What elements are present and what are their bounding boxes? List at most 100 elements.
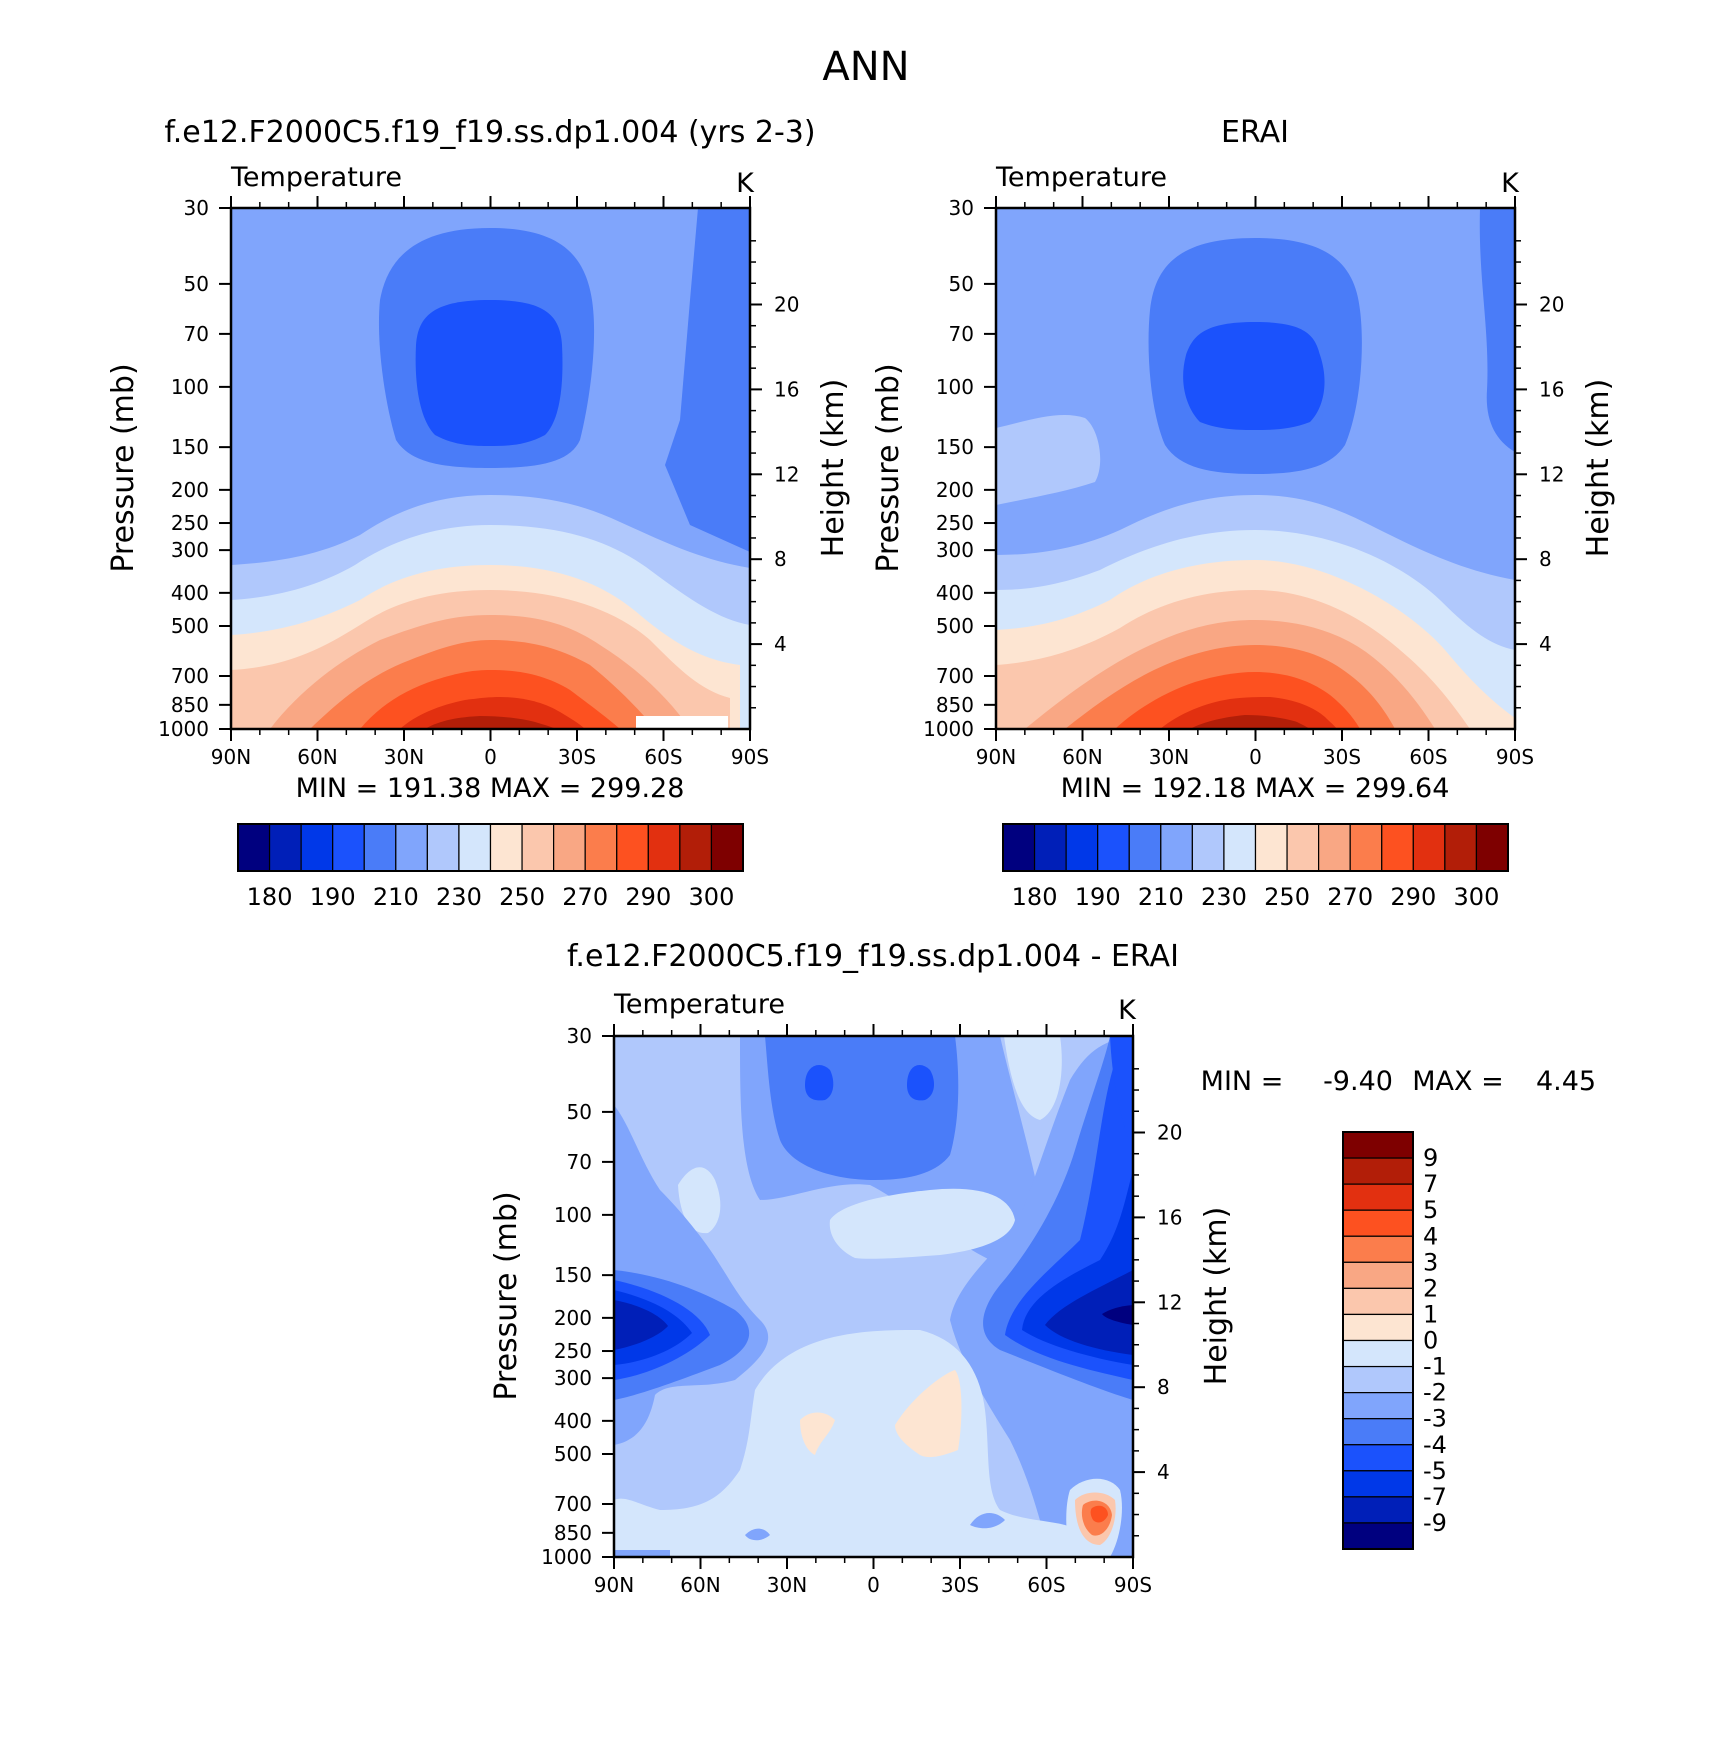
y2-axis-label: Height (km): [1581, 379, 1616, 558]
colorbar-swatch: [1318, 823, 1351, 872]
y2-tick-label: 16: [1157, 1205, 1182, 1229]
colorbar-swatch: [332, 823, 365, 872]
colorbar-label: 290: [625, 883, 671, 911]
units-label: K: [736, 168, 755, 199]
y2-tick-label: 12: [774, 462, 799, 486]
x-tick-label: 90S: [1496, 745, 1534, 769]
y-tick-label: 50: [949, 272, 974, 296]
colorbar-swatch: [1349, 823, 1383, 872]
contour-band: [1183, 322, 1325, 430]
y-tick-label: 50: [184, 272, 209, 296]
colorbar-label: -5: [1423, 1457, 1447, 1485]
colorbar-swatch: [1033, 823, 1067, 872]
max-value: 4.45: [1536, 1066, 1596, 1097]
colorbar-label: 1: [1423, 1300, 1438, 1328]
y-tick-label: 500: [171, 614, 209, 638]
contour-band: [425, 716, 556, 729]
x-tick-label: 60S: [1409, 745, 1447, 769]
x-tick-label: 90N: [976, 745, 1016, 769]
contour-band: [800, 1412, 835, 1455]
colorbar-frame: [1342, 1131, 1414, 1550]
contour-field: [231, 208, 750, 729]
contour-field: [614, 1036, 1133, 1557]
panel-obs: ERAI Temperature K Pressure (mb) Height …: [871, 115, 1616, 911]
y-tick-label: 850: [171, 693, 209, 717]
colorbar-swatch: [1342, 1418, 1414, 1446]
colorbar-label: 180: [1012, 883, 1058, 911]
colorbar-swatch: [1381, 823, 1414, 872]
colorbar-swatch: [1160, 823, 1193, 872]
colorbar-label: -4: [1423, 1431, 1447, 1459]
y-tick-label: 700: [936, 664, 974, 688]
contour-band: [805, 1065, 834, 1101]
y-tick-label: 70: [949, 322, 974, 346]
variable-label: Temperature: [230, 162, 402, 193]
x-tick-label: 0: [1249, 745, 1262, 769]
figure-title: ANN: [822, 44, 909, 90]
y-tick-label: 850: [554, 1521, 592, 1545]
y2-tick-label: 12: [1539, 462, 1564, 486]
colorbar-swatch: [426, 823, 460, 872]
y-tick-label: 1000: [158, 717, 209, 741]
contour-band: [1090, 1505, 1108, 1523]
y2-tick-label: 8: [1157, 1375, 1170, 1399]
colorbar-label: 270: [562, 883, 608, 911]
y-axis-label: Pressure (mb): [489, 1191, 524, 1400]
x-tick-label: 90N: [594, 1573, 634, 1597]
contour-band: [970, 1513, 1005, 1529]
colorbar-swatch: [1342, 1183, 1414, 1211]
y-tick-label: 30: [184, 196, 209, 220]
contour-band: [1004, 1036, 1062, 1120]
colorbar-swatch: [489, 823, 523, 872]
y-tick-label: 30: [567, 1024, 592, 1048]
x-tick-label: 60S: [1027, 1573, 1065, 1597]
y-tick-label: 100: [554, 1203, 592, 1227]
min-value: -9.40: [1323, 1066, 1393, 1097]
y-tick-label: 70: [567, 1150, 592, 1174]
x-tick-label: 90S: [1114, 1573, 1152, 1597]
contour-band: [1102, 1305, 1133, 1325]
colorbar-swatch: [647, 823, 681, 872]
y-axis-label: Pressure (mb): [106, 363, 141, 572]
units-label: K: [1501, 168, 1520, 199]
colorbar-swatch: [1475, 823, 1509, 872]
colorbar-swatch: [679, 823, 713, 872]
x-tick-label: 30N: [384, 745, 424, 769]
colorbar-label: 290: [1390, 883, 1436, 911]
y2-tick-label: 20: [1539, 292, 1564, 316]
min-max-label: MIN = 191.38 MAX = 299.28: [296, 773, 685, 804]
colorbar: 180 190 210 230 250 270 290 300: [1002, 823, 1509, 911]
colorbar-label: 230: [1201, 883, 1247, 911]
y-tick-label: 500: [554, 1442, 592, 1466]
y2-tick-label: 12: [1157, 1290, 1182, 1314]
y-tick-label: 300: [554, 1366, 592, 1390]
x-tick-label: 60S: [644, 745, 682, 769]
contour-band: [996, 415, 1101, 505]
colorbar-swatch: [1342, 1131, 1414, 1159]
y-tick-label: 250: [936, 511, 974, 535]
colorbar-swatch: [300, 823, 334, 872]
colorbar-label: 180: [247, 883, 293, 911]
colorbar-label: -3: [1423, 1405, 1447, 1433]
colorbar-label: 210: [1138, 883, 1184, 911]
colorbar-label: 4: [1423, 1222, 1438, 1250]
y-tick-label: 700: [171, 664, 209, 688]
colorbar-swatch: [1342, 1313, 1414, 1342]
colorbar-swatch: [395, 823, 428, 872]
contour-band: [1479, 208, 1515, 452]
colorbar-label: -1: [1423, 1353, 1447, 1381]
y-tick-label: 200: [554, 1306, 592, 1330]
colorbar-swatch: [458, 823, 492, 872]
x-tick-label: 90S: [731, 745, 769, 769]
colorbar-swatch: [1223, 823, 1257, 872]
panel-title: f.e12.F2000C5.f19_f19.ss.dp1.004 (yrs 2-…: [164, 115, 815, 150]
colorbar: 180 190 210 230 250 270 290 300: [237, 823, 744, 911]
y-tick-label: 400: [171, 581, 209, 605]
variable-label: Temperature: [613, 989, 785, 1020]
colorbar-label: 300: [689, 883, 735, 911]
y-tick-label: 1000: [923, 717, 974, 741]
y-tick-label: 250: [171, 511, 209, 535]
colorbar-label: 210: [373, 883, 419, 911]
